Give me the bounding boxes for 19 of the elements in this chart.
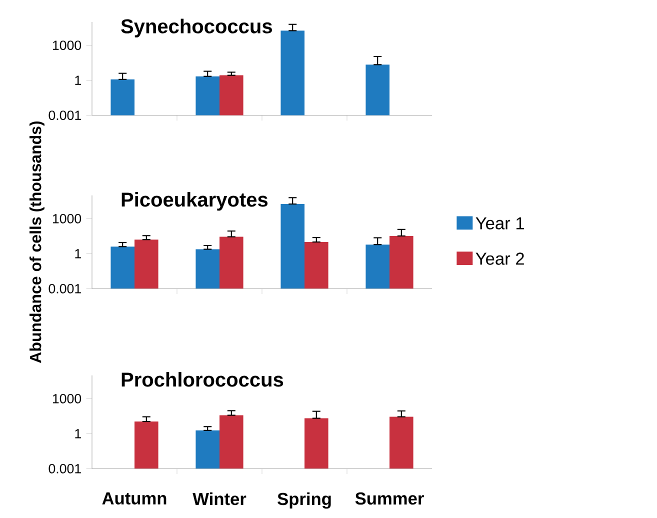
legend-label: Year 2 bbox=[476, 252, 524, 265]
x-tick-label: Autumn bbox=[102, 492, 166, 504]
y-tick-label: 1 bbox=[75, 249, 81, 258]
y-tick-label: 1 bbox=[75, 429, 81, 438]
y-tick-label: 0.001 bbox=[48, 284, 81, 294]
x-tick-label: Winter bbox=[192, 492, 246, 506]
y-tick-label: 0.001 bbox=[48, 110, 81, 120]
chart-title: Prochlorococcus bbox=[122, 372, 284, 387]
x-tick-label: Summer bbox=[355, 492, 424, 505]
chart-title: Synechococcus bbox=[121, 18, 272, 38]
x-tick-label: Spring bbox=[278, 492, 331, 509]
y-tick-label: 1000 bbox=[52, 214, 82, 224]
y-axis-title: Abundance of cells (thousands) bbox=[30, 121, 44, 363]
y-tick-label: 1 bbox=[75, 76, 81, 85]
y-tick-label: 1000 bbox=[52, 40, 82, 50]
y-tick-label: 0.001 bbox=[48, 464, 81, 474]
y-tick-label: 1000 bbox=[52, 394, 82, 404]
legend-label: Year 1 bbox=[476, 217, 524, 230]
chart-title: Picoeukaryotes bbox=[122, 192, 268, 211]
